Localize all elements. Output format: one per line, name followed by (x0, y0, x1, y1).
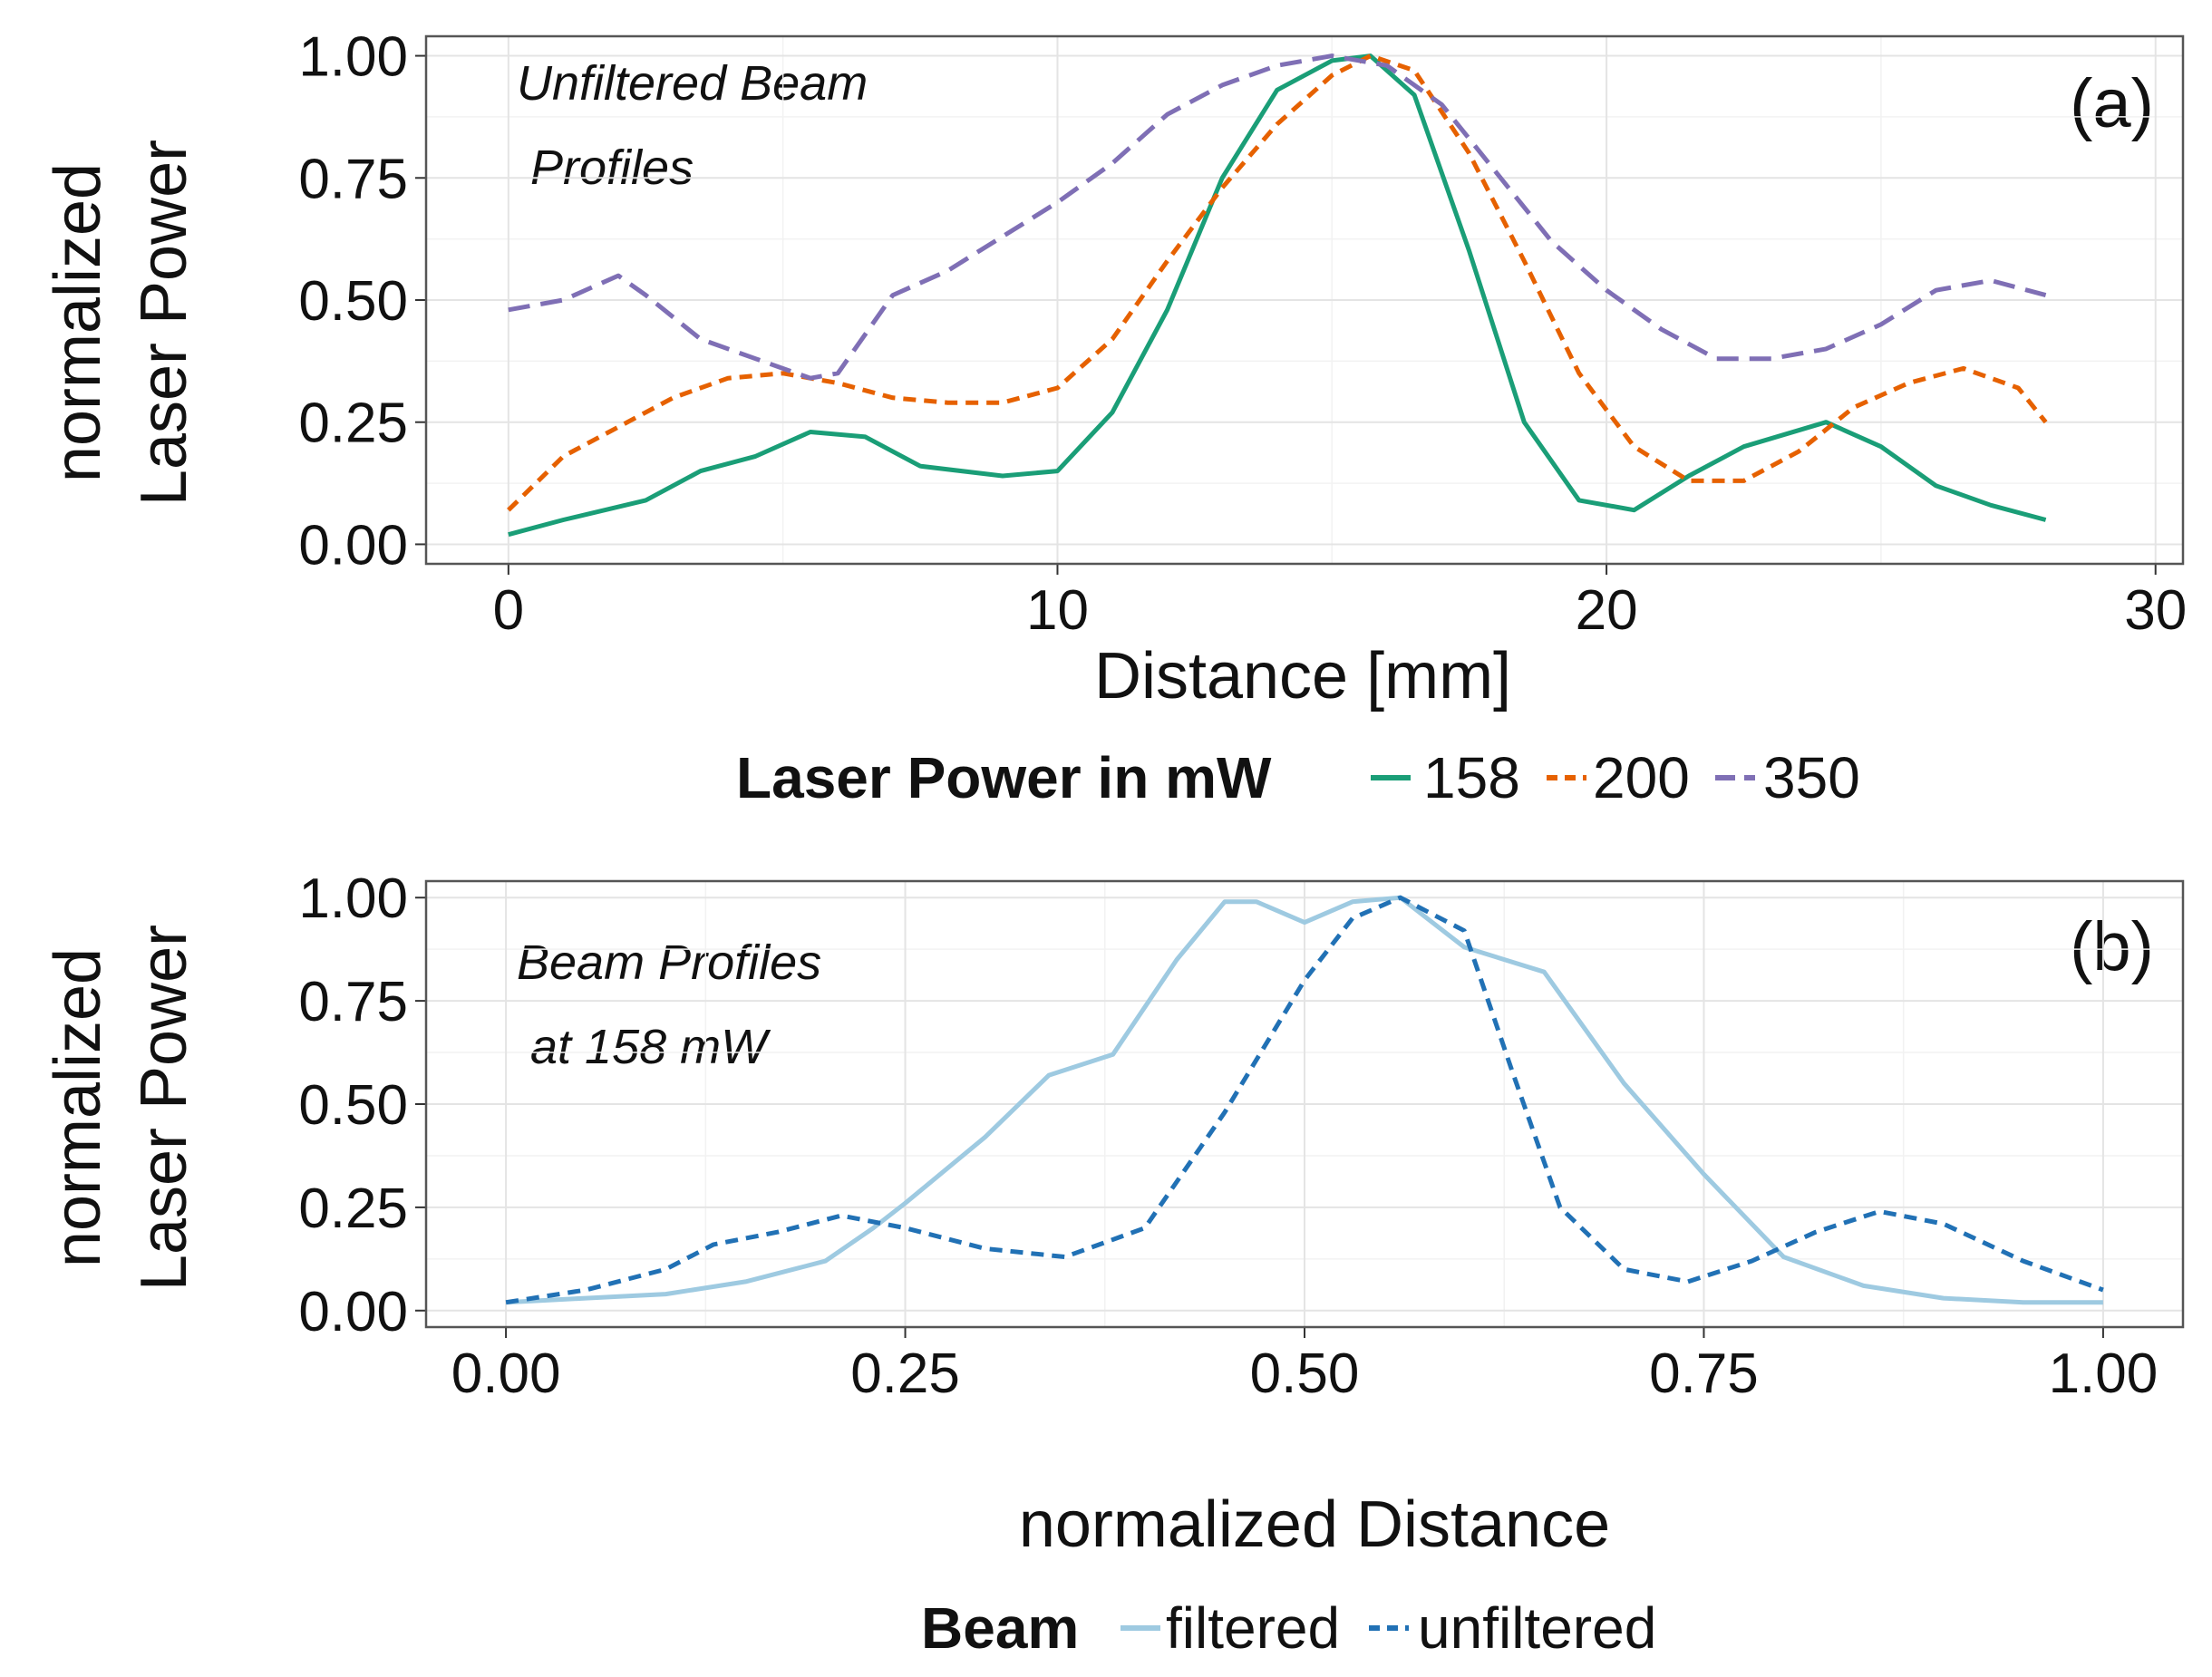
panel-a-ylabel-line1: normalized (42, 163, 114, 482)
panel-a-annotation-line1: Unfiltered Beam (517, 56, 868, 111)
panel-b-series-line-filtered (505, 895, 2103, 1305)
panel-b-ylabel-line1: normalized (42, 948, 114, 1267)
panel-a-ytick-label-4: 1.00 (298, 26, 408, 89)
panel-b-ylabel-line2: Laser Power (128, 925, 200, 1291)
panel-b-xtick-label-3: 0.75 (1649, 1343, 1759, 1405)
panel-b-legend-title: Beam (921, 1595, 1079, 1661)
panel-b-xtick-label-1: 0.25 (850, 1343, 960, 1405)
panel-b-plot: 0.00 0.25 0.50 0.75 1.00 0.00 0.25 0.50 0.75 1.00 (298, 868, 2185, 1405)
panel-a-legend-title: Laser Power in mW (736, 745, 1272, 810)
panel-a-plot: 0 10 20 30 0.00 0.25 0.50 0.75 1.00 (298, 26, 2187, 642)
panel-b: normalized Laser Power Beam Profiles at … (42, 908, 2154, 1661)
panel-a-series-line-350 (508, 53, 2047, 381)
panel-b-xtick-label-0: 0.00 (451, 1343, 561, 1405)
panel-a-ytick-label-3: 0.75 (298, 148, 408, 210)
panel-b-ytick-label-4: 1.00 (298, 868, 408, 930)
panel-a-legend-label-158: 158 (1423, 745, 1520, 810)
panel-b-legend: Beam filtered unfiltered (921, 1595, 1656, 1661)
panel-a-ytick-label-0: 0.00 (298, 514, 408, 577)
panel-a-series-line-200 (507, 53, 2048, 512)
panel-b-annotation-line2: at 158 mW (517, 1020, 771, 1074)
panel-b-label: (b) (2070, 908, 2154, 985)
panel-b-ytick-label-1: 0.25 (298, 1178, 408, 1240)
panel-a-series-line-158 (508, 53, 2047, 538)
panel-a-border (424, 34, 2185, 566)
panel-a-xtick-label-3: 30 (2124, 579, 2187, 642)
panel-b-border (424, 879, 2185, 1329)
panel-a-annotation-line2: Profiles (517, 141, 694, 195)
panel-b-ytick-label-3: 0.75 (298, 971, 408, 1033)
panel-b-legend-label-filtered: filtered (1166, 1595, 1340, 1661)
panel-a-xtick-label-1: 10 (1026, 579, 1089, 642)
panel-a-legend-label-350: 350 (1763, 745, 1860, 810)
plot-layer: 0 10 20 300.000.250.500.751.000.00 0.25 0.50 0… (298, 26, 2187, 1405)
panel-b-xlabel: normalized Distance (1019, 1488, 1610, 1561)
panel-b-xtick-label-4: 1.00 (2049, 1343, 2159, 1405)
panel-a-ytick-label-1: 0.25 (298, 393, 408, 455)
panel-a: normalized Laser Power Unfiltered Beam P… (42, 56, 2154, 810)
panel-a-ylabel-line2: Laser Power (128, 140, 200, 506)
panel-a-ytick-label-2: 0.50 (298, 270, 408, 333)
panel-b-ytick-label-0: 0.00 (298, 1281, 408, 1343)
panel-a-label: (a) (2070, 65, 2154, 142)
panel-a-xtick-label-2: 20 (1576, 579, 1638, 642)
panel-a-xtick-label-0: 0 (493, 579, 524, 642)
panel-b-ytick-label-2: 0.50 (298, 1074, 408, 1137)
panel-b-legend-label-unfiltered: unfiltered (1418, 1595, 1656, 1661)
panel-a-legend-label-200: 200 (1593, 745, 1690, 810)
panel-a-xlabel: Distance [mm] (1094, 640, 1511, 712)
panel-b-series-line-unfiltered (505, 895, 2104, 1305)
panel-b-xtick-label-2: 0.50 (1250, 1343, 1360, 1405)
panel-b-annotation-line1: Beam Profiles (517, 935, 821, 990)
panel-a-legend: Laser Power in mW 158 200 350 (736, 745, 1860, 810)
